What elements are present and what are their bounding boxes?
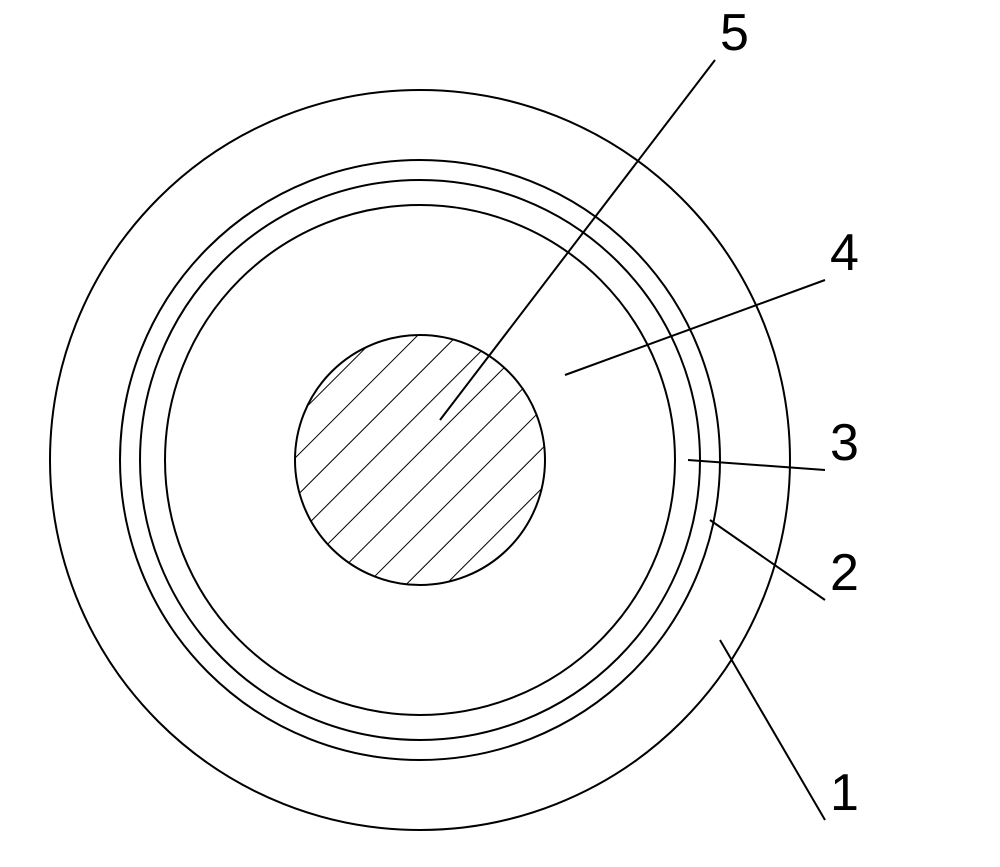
label-2: 2	[830, 544, 859, 602]
cross-section-diagram: 5 4 3 2 1	[0, 0, 1000, 867]
leader-line-4	[565, 280, 825, 375]
label-3: 3	[830, 414, 859, 472]
leader-line-5	[440, 60, 715, 420]
label-5: 5	[720, 4, 749, 62]
label-4: 4	[830, 224, 859, 282]
leader-line-1	[720, 640, 825, 820]
leader-line-3	[688, 460, 825, 470]
labels: 5 4 3 2 1	[720, 4, 859, 822]
concentric-circles	[50, 90, 790, 830]
label-1: 1	[830, 764, 859, 822]
circle-layer-5	[295, 335, 545, 585]
